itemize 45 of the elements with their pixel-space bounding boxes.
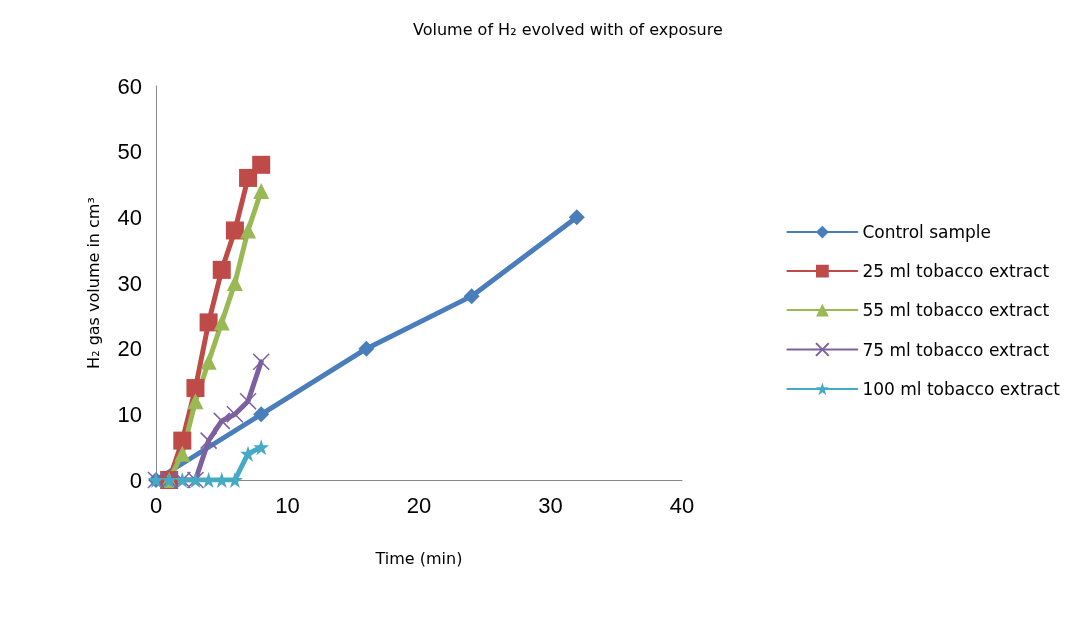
legend-label: 25 ml tobacco extract xyxy=(862,261,1050,282)
y-tick-label: 0 xyxy=(129,467,142,493)
point xyxy=(226,405,244,424)
x-tick-label: 10 xyxy=(275,492,300,518)
y-axis-title: H₂ gas volume in cm³ xyxy=(83,197,103,369)
x-tick-label: 30 xyxy=(538,492,563,518)
point xyxy=(200,353,217,370)
point xyxy=(240,222,257,239)
y-tick-label: 40 xyxy=(117,204,142,230)
point xyxy=(240,445,257,462)
point xyxy=(239,392,257,410)
point xyxy=(253,439,270,456)
legend-label: Control sample xyxy=(862,222,992,243)
point xyxy=(187,393,204,410)
point xyxy=(252,155,271,174)
point xyxy=(173,431,192,450)
x-axis-title: Time (min) xyxy=(374,548,463,568)
point xyxy=(253,406,270,423)
y-tick-label: 60 xyxy=(117,73,142,99)
point xyxy=(226,275,243,291)
point xyxy=(186,379,205,398)
point xyxy=(199,431,218,450)
point xyxy=(212,260,231,279)
chart-title: Volume of H₂ evolved with of exposure xyxy=(413,19,723,39)
legend-label: 100 ml tobacco extract xyxy=(862,378,1061,399)
point xyxy=(199,313,218,332)
legend-label: 75 ml tobacco extract xyxy=(862,339,1050,360)
point xyxy=(174,445,191,462)
x-tick-label: 40 xyxy=(669,492,695,518)
point xyxy=(239,168,258,187)
point xyxy=(463,288,480,305)
y-tick-label: 30 xyxy=(117,270,142,296)
x-tick-label: 20 xyxy=(406,492,432,518)
y-tick-label: 10 xyxy=(117,401,142,427)
point xyxy=(253,183,270,200)
x-tick-label: 0 xyxy=(149,492,163,518)
point xyxy=(358,340,375,357)
y-tick-label: 20 xyxy=(117,336,142,362)
point xyxy=(252,353,270,371)
legend-label: 55 ml tobacco extract xyxy=(862,300,1050,321)
point xyxy=(225,221,244,240)
point xyxy=(213,412,231,430)
point xyxy=(213,314,230,331)
point xyxy=(568,209,585,226)
y-tick-label: 50 xyxy=(117,139,142,165)
